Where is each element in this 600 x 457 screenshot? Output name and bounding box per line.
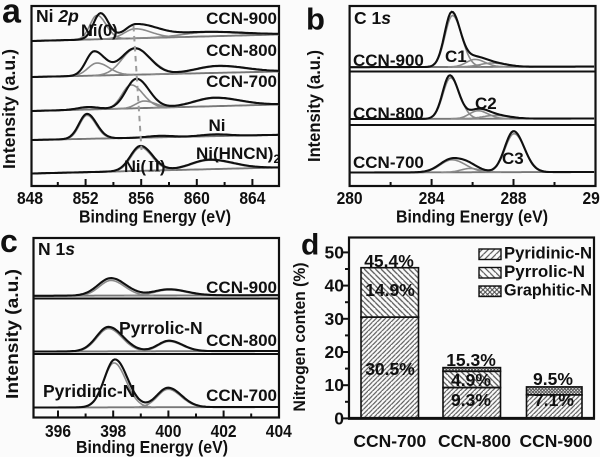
svg-text:Nitrogen conten (%): Nitrogen conten (%) xyxy=(290,263,309,412)
svg-text:284: 284 xyxy=(419,188,445,208)
svg-text:4.9%: 4.9% xyxy=(451,370,491,390)
svg-text:402: 402 xyxy=(211,421,237,441)
svg-text:852: 852 xyxy=(73,188,99,208)
svg-text:Graphitic-N: Graphitic-N xyxy=(504,281,592,300)
svg-text:a: a xyxy=(2,0,22,31)
svg-text:Pyrrolic-N: Pyrrolic-N xyxy=(119,318,203,338)
svg-text:b: b xyxy=(306,2,325,37)
svg-text:856: 856 xyxy=(128,188,154,208)
svg-text:30.5%: 30.5% xyxy=(365,359,415,379)
svg-text:Intensity (a.u.): Intensity (a.u.) xyxy=(304,50,324,162)
svg-text:CCN-800: CCN-800 xyxy=(353,104,424,123)
svg-text:Pyridinic-N: Pyridinic-N xyxy=(504,244,592,263)
svg-text:Intensity (a.u.): Intensity (a.u.) xyxy=(0,49,19,169)
svg-text:45.4%: 45.4% xyxy=(364,251,414,271)
svg-text:C3: C3 xyxy=(502,149,524,168)
svg-text:Ni 2p: Ni 2p xyxy=(36,6,79,26)
svg-text:N 1s: N 1s xyxy=(38,239,75,259)
svg-text:CCN-700: CCN-700 xyxy=(353,431,426,451)
svg-text:288: 288 xyxy=(501,188,527,208)
svg-text:7.1%: 7.1% xyxy=(534,390,574,410)
svg-text:398: 398 xyxy=(100,421,126,441)
svg-text:400: 400 xyxy=(155,421,181,441)
svg-text:CCN-700: CCN-700 xyxy=(206,72,277,91)
svg-text:848: 848 xyxy=(17,188,43,208)
svg-text:CCN-900: CCN-900 xyxy=(206,9,277,28)
svg-text:C2: C2 xyxy=(475,94,497,113)
svg-text:396: 396 xyxy=(45,421,71,441)
svg-text:860: 860 xyxy=(184,188,210,208)
svg-text:30: 30 xyxy=(325,309,345,329)
svg-text:Binding Energy (eV): Binding Energy (eV) xyxy=(79,207,231,227)
svg-text:II: II xyxy=(148,159,160,176)
svg-text:14.9%: 14.9% xyxy=(365,280,415,300)
svg-text:280: 280 xyxy=(337,188,363,208)
svg-text:Binding Energy (eV): Binding Energy (eV) xyxy=(76,437,228,457)
svg-text:9.5%: 9.5% xyxy=(533,369,573,389)
svg-text:0: 0 xyxy=(334,408,344,428)
svg-text:Binding Energy (eV): Binding Energy (eV) xyxy=(396,207,548,227)
svg-text:10: 10 xyxy=(325,375,345,395)
svg-text:Intensity (a.u.): Intensity (a.u.) xyxy=(2,269,22,399)
svg-text:864: 864 xyxy=(239,188,265,208)
svg-text:CCN-800: CCN-800 xyxy=(206,41,277,60)
svg-text:): ) xyxy=(160,158,166,176)
svg-text:15.3%: 15.3% xyxy=(446,350,496,370)
svg-text:Ni(HNCN)2: Ni(HNCN)2 xyxy=(196,144,280,166)
svg-text:CCN-900: CCN-900 xyxy=(353,51,424,70)
svg-text:Ni: Ni xyxy=(209,116,226,135)
svg-text:CCN-900: CCN-900 xyxy=(520,431,593,451)
svg-text:50: 50 xyxy=(325,242,345,262)
svg-text:CCN-700: CCN-700 xyxy=(206,386,277,405)
svg-text:Pyridinic-N: Pyridinic-N xyxy=(43,381,135,401)
svg-text:40: 40 xyxy=(325,276,345,296)
svg-text:Pyrrolic-N: Pyrrolic-N xyxy=(504,262,585,281)
svg-text:Ni(: Ni( xyxy=(124,158,147,176)
svg-text:C1: C1 xyxy=(445,47,467,66)
svg-text:CCN-900: CCN-900 xyxy=(206,278,277,297)
svg-text:292: 292 xyxy=(583,188,600,208)
svg-text:Ni(0): Ni(0) xyxy=(81,22,118,40)
svg-text:20: 20 xyxy=(325,342,345,362)
svg-text:CCN-800: CCN-800 xyxy=(206,331,277,350)
svg-text:CCN-800: CCN-800 xyxy=(438,431,511,451)
svg-text:c: c xyxy=(0,223,18,259)
svg-text:C 1s: C 1s xyxy=(354,8,391,28)
svg-text:404: 404 xyxy=(266,421,292,441)
svg-text:CCN-700: CCN-700 xyxy=(353,153,424,172)
svg-text:9.3%: 9.3% xyxy=(451,390,491,410)
svg-text:d: d xyxy=(301,229,319,262)
